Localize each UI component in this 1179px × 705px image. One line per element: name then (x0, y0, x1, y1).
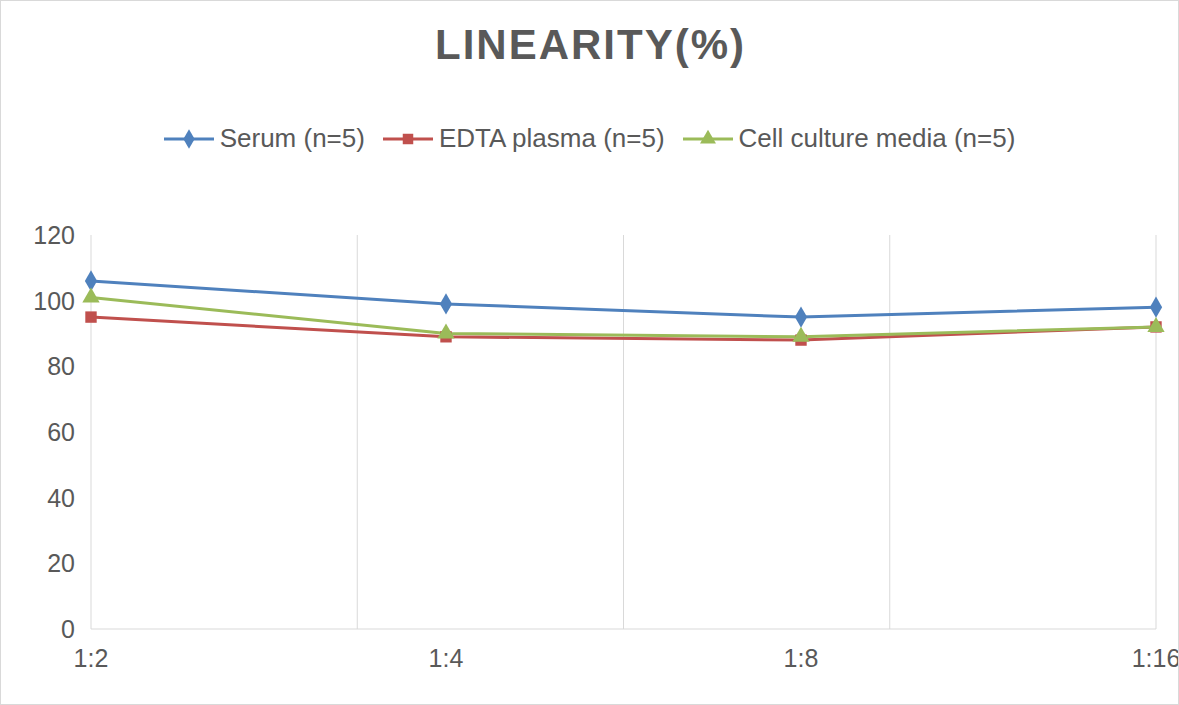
svg-text:1:16: 1:16 (1132, 644, 1171, 672)
svg-text:100: 100 (33, 287, 75, 315)
svg-text:1:8: 1:8 (784, 644, 819, 672)
svg-text:20: 20 (47, 549, 75, 577)
svg-text:1:2: 1:2 (74, 644, 109, 672)
svg-text:1:4: 1:4 (429, 644, 464, 672)
svg-text:40: 40 (47, 484, 75, 512)
svg-text:0: 0 (61, 615, 75, 643)
svg-text:80: 80 (47, 352, 75, 380)
html-text:LINEARITY(%): LINEARITY(%) (435, 21, 746, 68)
svg-text:60: 60 (47, 418, 75, 446)
html-text:Serum (n=5): Serum (n=5) (219, 123, 365, 153)
svg-text:120: 120 (33, 221, 75, 249)
html-text:Cell culture media (n=5): Cell culture media (n=5) (738, 123, 1016, 153)
html-text:EDTA plasma (n=5): EDTA plasma (n=5) (438, 123, 665, 153)
